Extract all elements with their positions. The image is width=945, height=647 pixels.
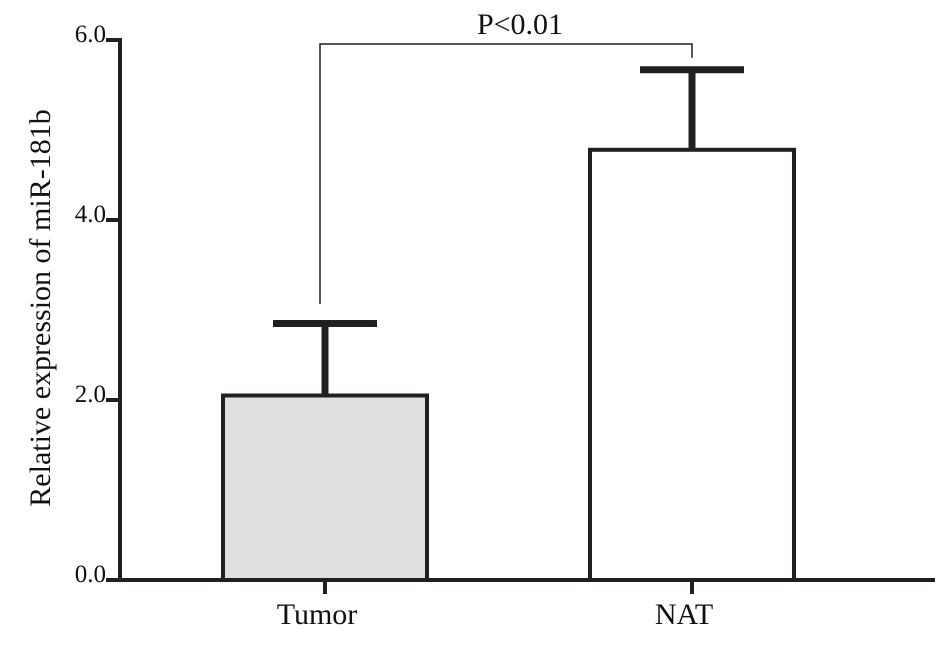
y-tick-label: 0.0 [75,561,106,588]
x-tick-label: NAT [655,598,713,631]
significance-line [319,43,693,304]
bar-tumor [221,393,429,582]
y-tick-label: 6.0 [75,21,106,48]
significance-bracket: P<0.01 [319,8,693,304]
y-axis-title: Relative expression of miR-181b [24,109,57,506]
significance-label: P<0.01 [477,8,563,41]
y-tick-label: 4.0 [75,201,106,228]
axes: 0.0 2.0 4.0 6.0 Tumor NAT [75,21,935,631]
x-tick-label: Tumor [277,598,358,631]
error-bars [273,66,744,396]
bar-nat [588,147,796,583]
bars [221,147,796,583]
y-tick-label: 2.0 [75,381,106,408]
